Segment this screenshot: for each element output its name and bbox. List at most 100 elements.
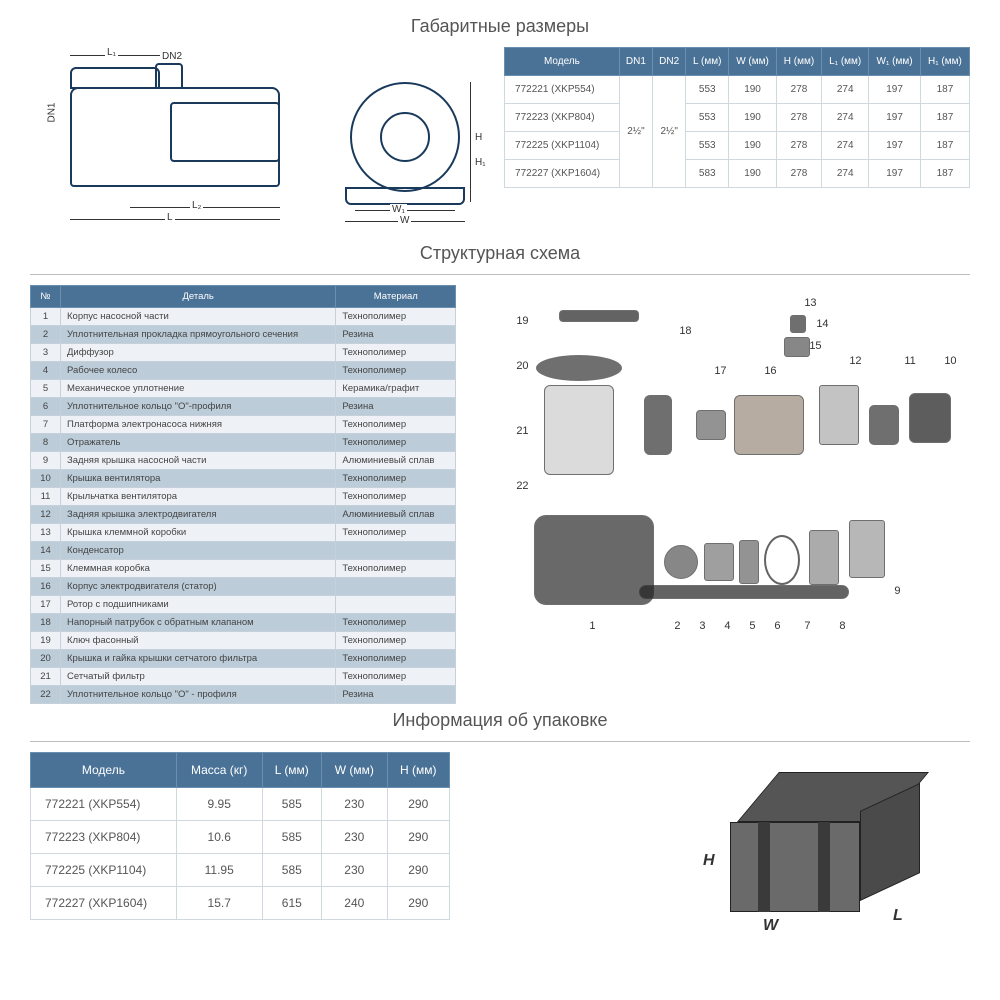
cell-material: Технополимер	[336, 362, 456, 380]
section-title-structure: Структурная схема	[30, 243, 970, 264]
cell-part: Напорный патрубок с обратным клапаном	[61, 614, 336, 632]
table-row: 772223 (XKP804)10.6585230290	[31, 821, 450, 854]
ex-label-16: 16	[764, 365, 776, 377]
dim-label-l: L	[165, 212, 175, 223]
cell-value: 187	[920, 132, 969, 160]
dim-label-h1: H₁	[473, 157, 488, 168]
table-row: 16Корпус электродвигателя (статор)	[31, 578, 456, 596]
cell-value: 553	[686, 104, 729, 132]
cell-value: 10.6	[176, 821, 262, 854]
ex-label-12: 12	[849, 355, 861, 367]
table-row: 17Ротор с подшипниками	[31, 596, 456, 614]
table-row: 15Клеммная коробкаТехнополимер	[31, 560, 456, 578]
cell-material: Алюминиевый сплав	[336, 452, 456, 470]
cell-num: 19	[31, 632, 61, 650]
cell-material: Технополимер	[336, 344, 456, 362]
cell-value: 9.95	[176, 788, 262, 821]
cell-part: Рабочее колесо	[61, 362, 336, 380]
table-header: L (мм)	[262, 753, 322, 788]
table-row: 11Крыльчатка вентилятораТехнополимер	[31, 488, 456, 506]
cell-part: Платформа электронасоса нижняя	[61, 416, 336, 434]
cell-value: 197	[869, 76, 921, 104]
table-row: 8ОтражательТехнополимер	[31, 434, 456, 452]
cell-value: 553	[686, 76, 729, 104]
cell-material: Технополимер	[336, 632, 456, 650]
cell-num: 5	[31, 380, 61, 398]
table-header: №	[31, 286, 61, 308]
cell-value: 187	[920, 104, 969, 132]
cell-part: Крышка клеммной коробки	[61, 524, 336, 542]
cell-value: 230	[322, 854, 387, 887]
table-row: 5Механическое уплотнениеКерамика/графит	[31, 380, 456, 398]
cell-model: 772223 (XKP804)	[505, 104, 620, 132]
table-header: W (мм)	[729, 48, 777, 76]
ex-label-7: 7	[804, 620, 810, 632]
cell-value: 230	[322, 821, 387, 854]
ex-label-11: 11	[904, 355, 915, 367]
cell-value: 187	[920, 160, 969, 188]
cell-num: 21	[31, 668, 61, 686]
ex-label-13: 13	[804, 297, 816, 309]
cell-value: 585	[262, 821, 322, 854]
section-title-dimensions: Габаритные размеры	[30, 16, 970, 37]
cell-value: 278	[776, 160, 821, 188]
dim-label-w1: W₁	[390, 204, 407, 215]
cell-value: 278	[776, 132, 821, 160]
cell-part: Механическое уплотнение	[61, 380, 336, 398]
cell-value: 190	[729, 132, 777, 160]
ex-label-20: 20	[516, 360, 528, 372]
cell-value: 15.7	[176, 887, 262, 920]
ex-label-21: 21	[516, 425, 528, 437]
cell-value: 290	[387, 821, 449, 854]
side-view: L₁ DN2 DN1 L₂ L	[30, 47, 320, 227]
cell-part: Уплотнительная прокладка прямоугольного …	[61, 326, 336, 344]
cell-value: 240	[322, 887, 387, 920]
dim-label-l2: L₂	[190, 200, 203, 211]
table-row: 772225 (XKP1104)11.95585230290	[31, 854, 450, 887]
cell-value: 190	[729, 104, 777, 132]
dim-label-dn1: DN1	[47, 100, 58, 124]
cell-num: 6	[31, 398, 61, 416]
table-row: 19Ключ фасонныйТехнополимер	[31, 632, 456, 650]
cell-value: 190	[729, 76, 777, 104]
cell-num: 14	[31, 542, 61, 560]
table-header: Модель	[505, 48, 620, 76]
cell-value: 187	[920, 76, 969, 104]
cell-material: Резина	[336, 398, 456, 416]
cell-material	[336, 596, 456, 614]
table-row: 772227 (XKP1604)583190278274197187	[505, 160, 970, 188]
table-header: L (мм)	[686, 48, 729, 76]
cell-value: 230	[322, 788, 387, 821]
table-header: L₁ (мм)	[822, 48, 869, 76]
table-row: 18Напорный патрубок с обратным клапаномТ…	[31, 614, 456, 632]
cell-value: 274	[822, 160, 869, 188]
ex-label-17: 17	[714, 365, 726, 377]
cell-material	[336, 542, 456, 560]
dim-label-l1: L₁	[105, 47, 118, 58]
cell-num: 12	[31, 506, 61, 524]
cell-num: 8	[31, 434, 61, 452]
table-header: DN1	[619, 48, 652, 76]
dim-label-dn2: DN2	[160, 51, 184, 62]
table-row: 10Крышка вентилятораТехнополимер	[31, 470, 456, 488]
ex-label-5: 5	[749, 620, 755, 632]
cell-material: Технополимер	[336, 560, 456, 578]
cell-part: Корпус насосной части	[61, 308, 336, 326]
cell-model: 772221 (XKP554)	[31, 788, 177, 821]
table-row: 772223 (XKP804)553190278274197187	[505, 104, 970, 132]
ex-label-14: 14	[816, 318, 828, 330]
cell-value: 290	[387, 887, 449, 920]
dimensions-table: МодельDN1DN2L (мм)W (мм)H (мм)L₁ (мм)W₁ …	[504, 47, 970, 188]
cell-num: 18	[31, 614, 61, 632]
cell-material: Технополимер	[336, 488, 456, 506]
cell-material	[336, 578, 456, 596]
table-row: 13Крышка клеммной коробкиТехнополимер	[31, 524, 456, 542]
table-row: 772221 (XKP554)9.95585230290	[31, 788, 450, 821]
cell-num: 15	[31, 560, 61, 578]
cell-num: 11	[31, 488, 61, 506]
cell-model: 772227 (XKP1604)	[505, 160, 620, 188]
box-diagram: H W L	[708, 752, 968, 952]
cell-num: 22	[31, 686, 61, 704]
ex-label-15: 15	[809, 340, 821, 352]
table-row: 772227 (XKP1604)15.7615240290	[31, 887, 450, 920]
